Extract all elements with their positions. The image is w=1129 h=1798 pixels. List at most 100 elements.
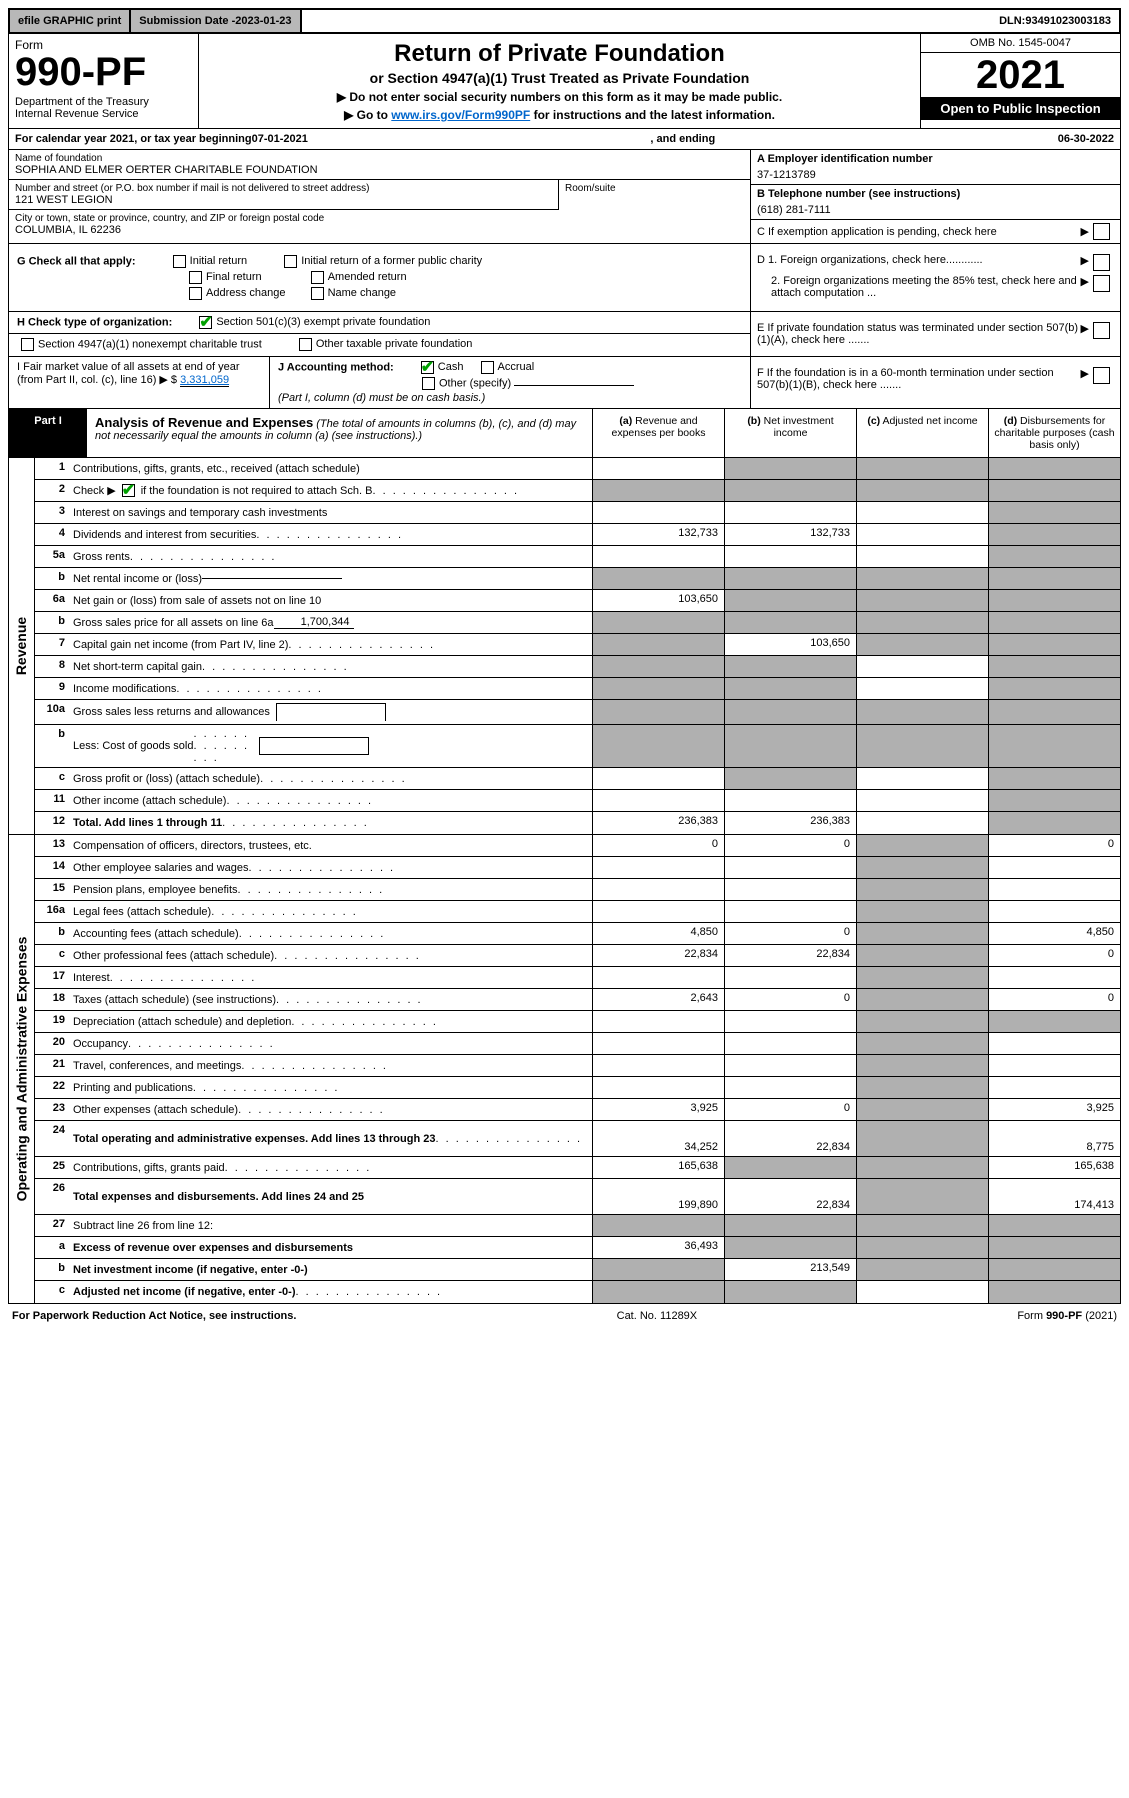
- h-other-checkbox[interactable]: [299, 338, 312, 351]
- r12-b: 236,383: [724, 812, 856, 834]
- g-label: G Check all that apply:: [17, 255, 136, 267]
- submission-date: Submission Date - 2023-01-23: [131, 10, 301, 32]
- r16c-d: 0: [988, 945, 1120, 966]
- r26-d: 174,413: [988, 1179, 1120, 1214]
- top-bar: efile GRAPHIC print Submission Date - 20…: [8, 8, 1121, 34]
- r7-desc: Capital gain net income (from Part IV, l…: [69, 634, 592, 655]
- j-accrual-checkbox[interactable]: [481, 361, 494, 374]
- form990pf-link[interactable]: www.irs.gov/Form990PF: [391, 108, 530, 122]
- h-block: H Check type of organization: Section 50…: [8, 312, 1121, 357]
- r11-text: Other income (attach schedule): [73, 795, 226, 807]
- j-cash-checkbox[interactable]: [421, 361, 434, 374]
- g-final-return-checkbox[interactable]: [189, 271, 202, 284]
- form-header: Form 990-PF Department of the Treasury I…: [8, 34, 1121, 129]
- dln-label: DLN:: [999, 15, 1025, 27]
- r18-desc: Taxes (attach schedule) (see instruction…: [69, 989, 592, 1010]
- h-row1: H Check type of organization: Section 50…: [9, 312, 750, 334]
- r23-b: 0: [724, 1099, 856, 1120]
- c-label: C If exemption application is pending, c…: [757, 226, 1075, 238]
- ij-left: I Fair market value of all assets at end…: [9, 357, 750, 408]
- r16a-text: Legal fees (attach schedule): [73, 906, 211, 918]
- note2-post: for instructions and the latest informat…: [534, 108, 775, 122]
- r27b-desc: Net investment income (if negative, ente…: [69, 1259, 592, 1280]
- r8-desc: Net short-term capital gain: [69, 656, 592, 677]
- d1-checkbox[interactable]: [1093, 254, 1110, 271]
- d2-checkbox[interactable]: [1093, 275, 1110, 292]
- r22-desc: Printing and publications: [69, 1077, 592, 1098]
- r18-a: 2,643: [592, 989, 724, 1010]
- r16b-b: 0: [724, 923, 856, 944]
- r24-d: 8,775: [988, 1121, 1120, 1156]
- dln-value: 93491023003183: [1025, 15, 1111, 27]
- g-name-change-checkbox[interactable]: [311, 287, 324, 300]
- ein-label: A Employer identification number: [757, 153, 1114, 165]
- footer-right: Form 990-PF (2021): [1017, 1310, 1117, 1322]
- j-other-checkbox[interactable]: [422, 377, 435, 390]
- ij-block: I Fair market value of all assets at end…: [8, 357, 1121, 409]
- e-checkbox[interactable]: [1093, 322, 1110, 339]
- f-label: F If the foundation is in a 60-month ter…: [757, 367, 1081, 391]
- r2-post: if the foundation is not required to att…: [141, 485, 373, 497]
- g-initial-former-checkbox[interactable]: [284, 255, 297, 268]
- opexp-side-label: Operating and Administrative Expenses: [9, 835, 35, 1303]
- submission-value: 2023-01-23: [235, 15, 291, 27]
- header-left: Form 990-PF Department of the Treasury I…: [9, 34, 199, 128]
- g-address-change-checkbox[interactable]: [189, 287, 202, 300]
- g-initial-return-checkbox[interactable]: [173, 255, 186, 268]
- footer-left: For Paperwork Reduction Act Notice, see …: [12, 1310, 296, 1322]
- form-subtitle: or Section 4947(a)(1) Trust Treated as P…: [211, 70, 908, 86]
- revenue-table: Revenue 1Contributions, gifts, grants, e…: [8, 458, 1121, 835]
- r27b-text: Net investment income (if negative, ente…: [73, 1264, 308, 1276]
- g-opt0: Initial return: [190, 255, 247, 267]
- r18-d: 0: [988, 989, 1120, 1010]
- dept-label: Department of the Treasury: [15, 96, 192, 108]
- c-checkbox[interactable]: [1093, 223, 1110, 240]
- r16c-text: Other professional fees (attach schedule…: [73, 950, 274, 962]
- tax-year: 2021: [921, 53, 1120, 97]
- r9-desc: Income modifications: [69, 678, 592, 699]
- r2-desc: Check ▶if the foundation is not required…: [69, 480, 592, 501]
- i-value[interactable]: 3,331,059: [180, 374, 229, 387]
- arrow-icon: ▶: [1081, 367, 1089, 380]
- org-right: A Employer identification number 37-1213…: [750, 150, 1120, 243]
- h-opt3: Other taxable private foundation: [316, 338, 473, 350]
- r15-desc: Pension plans, employee benefits: [69, 879, 592, 900]
- h-501c3-checkbox[interactable]: [199, 316, 212, 329]
- submission-label: Submission Date -: [139, 15, 235, 27]
- r2-checkbox[interactable]: [122, 484, 135, 497]
- g-amended-checkbox[interactable]: [311, 271, 324, 284]
- calyear-end: 06-30-2022: [1058, 133, 1114, 145]
- r16b-a: 4,850: [592, 923, 724, 944]
- g-opt4: Amended return: [328, 271, 407, 283]
- r26-a: 199,890: [592, 1179, 724, 1214]
- org-left: Name of foundation SOPHIA AND ELMER OERT…: [9, 150, 750, 243]
- r13-desc: Compensation of officers, directors, tru…: [69, 835, 592, 856]
- r21-desc: Travel, conferences, and meetings: [69, 1055, 592, 1076]
- calyear-begin: 07-01-2021: [252, 133, 308, 145]
- irs-label: Internal Revenue Service: [15, 108, 192, 120]
- checks-block: G Check all that apply: Initial return I…: [8, 244, 1121, 312]
- j-label: J Accounting method:: [278, 361, 394, 373]
- r25-a: 165,638: [592, 1157, 724, 1178]
- r26-b: 22,834: [724, 1179, 856, 1214]
- r26-desc: Total expenses and disbursements. Add li…: [69, 1179, 592, 1214]
- r12-desc: Total. Add lines 1 through 11: [69, 812, 592, 834]
- r5a-text: Gross rents: [73, 551, 130, 563]
- r4-a: 132,733: [592, 524, 724, 545]
- room-label: Room/suite: [565, 183, 744, 194]
- r23-a: 3,925: [592, 1099, 724, 1120]
- g-opt5: Name change: [328, 287, 397, 299]
- form-title: Return of Private Foundation: [211, 40, 908, 68]
- f-block: F If the foundation is in a 60-month ter…: [750, 357, 1120, 408]
- arrow-icon: ▶: [1081, 322, 1089, 335]
- addr-cell: Number and street (or P.O. box number if…: [9, 180, 558, 210]
- r24-desc: Total operating and administrative expen…: [69, 1121, 592, 1156]
- r22-text: Printing and publications: [73, 1082, 193, 1094]
- h-opt2: Section 4947(a)(1) nonexempt charitable …: [38, 338, 262, 350]
- e-label: E If private foundation status was termi…: [757, 322, 1081, 346]
- f-checkbox[interactable]: [1093, 367, 1110, 384]
- j-accrual: Accrual: [498, 361, 535, 373]
- h-4947-checkbox[interactable]: [21, 338, 34, 351]
- dln: DLN: 93491023003183: [991, 10, 1119, 32]
- r21-text: Travel, conferences, and meetings: [73, 1060, 241, 1072]
